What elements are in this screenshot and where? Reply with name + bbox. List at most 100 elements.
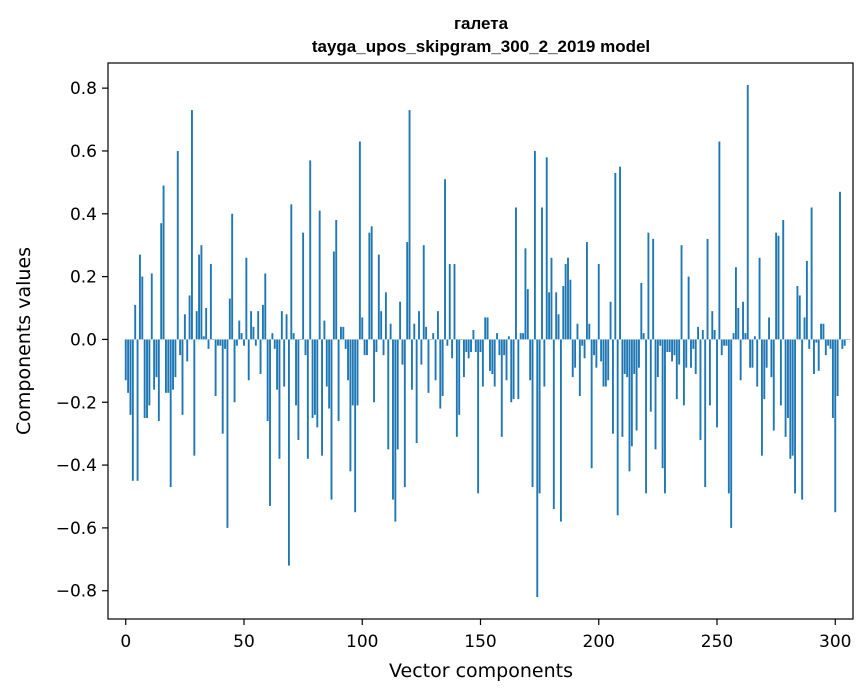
bar — [749, 339, 752, 368]
bar — [541, 207, 543, 340]
bar — [640, 282, 643, 340]
bar — [250, 311, 253, 340]
bar — [536, 339, 539, 598]
bar — [209, 264, 212, 340]
bar — [768, 317, 770, 340]
bar — [810, 207, 813, 340]
bar — [415, 339, 418, 444]
bar — [602, 339, 605, 387]
bar — [323, 320, 326, 340]
bar — [342, 326, 345, 340]
bar — [538, 339, 541, 494]
bar — [770, 339, 773, 378]
bar — [453, 264, 456, 340]
bar — [311, 339, 314, 418]
bar — [179, 339, 182, 356]
bar — [699, 339, 702, 440]
bar — [283, 339, 286, 387]
bar — [169, 339, 172, 488]
bar — [567, 257, 569, 340]
bar — [406, 242, 409, 340]
bar — [791, 339, 794, 456]
bar — [287, 339, 290, 566]
bar — [432, 333, 435, 340]
bar — [335, 220, 338, 340]
bar — [441, 339, 444, 396]
bar — [510, 339, 513, 403]
y-tick-label: −0.6 — [56, 519, 97, 539]
bar — [155, 339, 158, 378]
bar — [822, 323, 825, 340]
bar — [725, 339, 728, 346]
bar — [524, 248, 527, 340]
bar — [829, 339, 832, 349]
bar — [392, 339, 394, 500]
bar — [824, 339, 827, 356]
bar — [358, 141, 361, 340]
bar — [630, 339, 633, 447]
bar — [687, 276, 690, 340]
bar — [794, 339, 796, 494]
x-axis-label: Vector components — [389, 660, 573, 682]
bar — [361, 317, 364, 340]
bar — [609, 301, 612, 340]
bar — [332, 251, 335, 340]
bar — [737, 308, 740, 340]
bar — [394, 339, 397, 522]
bar — [730, 339, 733, 528]
bar — [519, 333, 522, 340]
bar — [356, 339, 359, 406]
bar — [718, 141, 721, 340]
x-tick-label: 250 — [701, 632, 733, 652]
bar — [496, 333, 498, 340]
bar — [330, 339, 333, 500]
bar — [704, 339, 707, 488]
bar — [834, 339, 837, 513]
bar — [172, 339, 174, 390]
bar — [813, 339, 815, 374]
bar — [517, 339, 520, 400]
bar — [708, 339, 711, 406]
bar — [202, 336, 205, 340]
x-tick-label: 150 — [464, 632, 496, 652]
bar — [214, 339, 217, 396]
bar — [271, 333, 274, 340]
bar — [422, 245, 425, 340]
bar — [446, 339, 449, 346]
y-tick-label: 0.0 — [70, 330, 97, 350]
bar — [389, 323, 392, 340]
bar — [784, 339, 787, 437]
bar — [325, 339, 328, 387]
bar — [413, 323, 416, 340]
bar — [366, 339, 368, 356]
bar — [129, 339, 132, 415]
bar — [619, 166, 621, 340]
bar — [195, 311, 198, 340]
bar — [493, 339, 496, 387]
bar — [588, 323, 591, 340]
bar — [477, 339, 480, 494]
bar — [841, 339, 844, 349]
bar — [831, 339, 834, 418]
bar — [191, 110, 193, 340]
bar — [444, 179, 446, 340]
bar — [455, 339, 458, 437]
bar — [264, 273, 267, 340]
bar — [436, 311, 439, 340]
bar — [701, 330, 704, 340]
bar — [817, 339, 820, 371]
bar — [645, 339, 647, 494]
bar — [604, 339, 607, 387]
y-tick-label: 0.8 — [70, 79, 97, 99]
bar — [266, 339, 269, 422]
bar — [635, 339, 638, 431]
bar — [160, 223, 163, 340]
bar — [666, 339, 669, 352]
bar — [652, 238, 655, 340]
bar — [228, 298, 231, 340]
bar — [124, 339, 127, 381]
bar — [384, 292, 387, 340]
bar — [463, 339, 465, 378]
bar — [685, 339, 688, 368]
bar — [761, 339, 763, 456]
